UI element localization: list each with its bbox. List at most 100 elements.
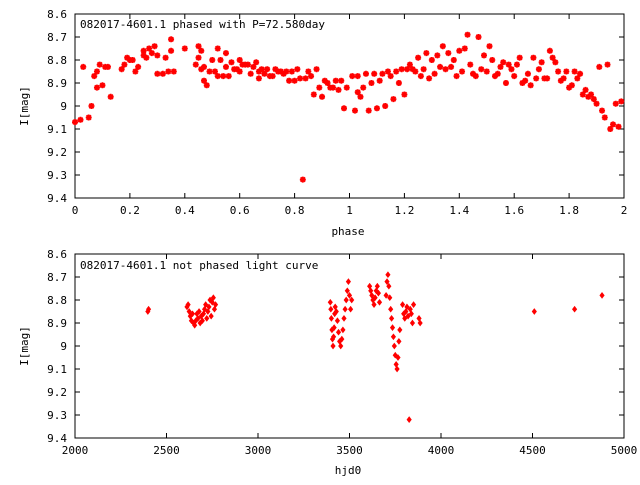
data-point [330,84,337,91]
data-point [395,354,401,361]
y-tick-label: 9 [60,100,67,113]
data-point [610,121,617,128]
data-point [404,303,410,311]
data-point [199,317,205,325]
data-point [450,57,457,63]
data-point [383,292,389,299]
data-point [198,66,205,73]
data-point [571,68,578,75]
data-point [382,103,389,109]
data-point [368,80,375,86]
data-point [387,294,393,302]
data-point [464,31,471,38]
data-point [415,54,422,61]
data-point [505,61,512,68]
data-point [99,82,106,89]
data-point [297,75,304,82]
data-point [277,68,284,75]
data-point [198,47,205,54]
data-point [549,54,556,61]
data-point [129,57,136,63]
data-point [391,342,397,350]
data-point [437,63,444,70]
data-point [385,271,391,279]
data-point [412,68,419,75]
data-point [331,324,337,331]
data-point [351,107,358,114]
data-point [247,70,254,77]
data-point [208,312,214,320]
data-point [348,305,354,313]
data-point [399,301,406,308]
y-tick-label: 9.4 [47,432,67,445]
data-point [530,54,537,61]
data-point [544,75,551,82]
x-tick-label: 0 [72,204,79,217]
data-point [417,319,423,327]
data-point [283,68,290,75]
data-point [104,63,111,70]
data-point [244,61,251,68]
x-tick-label: 0.4 [175,204,195,217]
data-point [327,298,333,306]
data-point [439,43,446,50]
data-point [212,301,219,308]
data-point [618,98,625,105]
data-point [535,66,542,73]
data-point [222,63,229,70]
data-point [206,303,212,311]
data-point [538,59,545,66]
data-point [195,43,202,50]
data-point [258,66,265,73]
phased-light-curve-panel: 082017-4601.1 phased with P=72.580day ph… [18,8,627,238]
data-point [280,70,287,77]
data-point [261,70,268,77]
data-point [590,96,597,103]
plot-frame [74,13,625,199]
data-point [373,105,380,112]
data-point [397,326,403,334]
data-point [168,47,175,54]
data-point [346,292,353,299]
data-point [384,68,391,75]
data-point [118,66,125,73]
x-tick-label: 3500 [336,444,363,457]
data-point [467,61,474,68]
data-point [481,52,488,59]
data-point [500,59,507,66]
data-point [502,80,509,86]
data-point [140,47,147,54]
data-point [80,63,87,70]
data-point [409,319,416,327]
data-point [472,73,479,80]
data-point [338,342,344,350]
data-point [497,63,504,70]
data-point [615,123,622,130]
data-point [210,294,216,302]
x-tick-label: 0.2 [120,204,140,217]
data-point [253,59,260,66]
data-point [333,308,339,315]
data-point [442,66,449,73]
data-point [513,61,520,68]
data-point [585,93,592,100]
data-point [330,342,336,350]
data-point [494,70,501,77]
data-point [426,75,433,82]
chart-title: 082017-4601.1 not phased light curve [80,259,318,272]
data-point [331,333,337,341]
data-point [140,52,147,59]
data-point [384,278,390,285]
data-point [516,54,523,61]
x-tick-label: 1.2 [394,204,414,217]
y-tick-label: 8.9 [47,77,67,90]
x-tick-label: 1.8 [559,204,579,217]
data-point [349,296,355,304]
data-point [236,57,243,63]
data-point [354,89,361,96]
data-point [305,68,312,75]
y-tick-label: 8.7 [47,31,67,44]
data-point [478,66,485,73]
x-tick-label: 2 [621,204,628,217]
data-point [334,317,341,325]
